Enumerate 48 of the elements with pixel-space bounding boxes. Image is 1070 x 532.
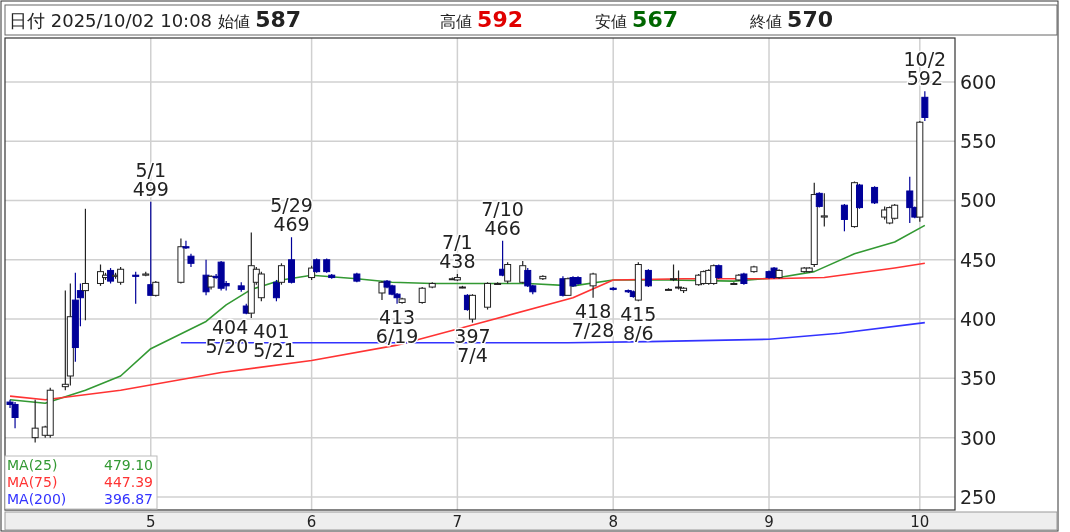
candlestick [277,262,285,286]
candlestick [132,271,140,305]
annotation: 7/10 466 [481,197,524,239]
y-tick-label: 550 [960,130,997,153]
candlestick [182,240,190,250]
candlestick [31,399,39,443]
text: 始値 587 [218,7,302,32]
text: 安値 567 [595,7,679,32]
candlestick [81,208,89,321]
candlestick [484,281,492,311]
candlestick [288,236,296,285]
annotation: 418 7/28 [571,299,615,341]
annotation: 413 6/19 [375,305,419,347]
annotation: 7/1 438 [439,231,476,272]
x-tick-label: 9 [764,513,774,531]
y-tick-label: 600 [960,70,997,93]
annotation: 5/29 469 [270,194,313,236]
annotation: 5/1 499 [132,158,169,200]
text: 終値 570 [749,7,834,32]
x-tick-label: 10 [910,513,930,531]
annotation: 447.39 [104,474,153,490]
x-tick-label: 8 [608,513,618,531]
chart-title: 日付 2025/10/02 10:08 [9,10,213,31]
y-tick-label: 450 [960,248,997,271]
y-tick-label: 250 [960,485,997,508]
annotation: 401 5/21 [253,319,296,361]
x-tick-label: 7 [452,513,463,531]
text: 高値 592 [440,7,524,32]
legend: MA(25) 479.10 MA(75) 447.39 MA(200) 396.87 [4,455,158,510]
candlestick [272,279,280,302]
x-tick-label: 5 [145,513,156,531]
annotation: 396.87 [104,491,153,507]
candlestick [840,203,848,232]
y-tick-label: 350 [960,367,997,390]
annotation: 415 8/6 [620,303,657,345]
annotation: 397 7/4 [454,324,491,366]
y-tick-label: 300 [960,426,997,449]
candlestick [589,272,597,299]
annotation: 10/2 592 [903,48,947,90]
annotation: 479.10 [104,457,153,473]
candlestick [257,271,265,302]
candlestick [921,90,929,122]
candlestick [97,263,104,287]
y-tick-label: 500 [960,189,997,212]
x-tick-label: 6 [306,513,317,531]
y-tick-label: 400 [960,308,997,331]
candlestick [856,183,863,210]
candlestick [504,261,512,285]
